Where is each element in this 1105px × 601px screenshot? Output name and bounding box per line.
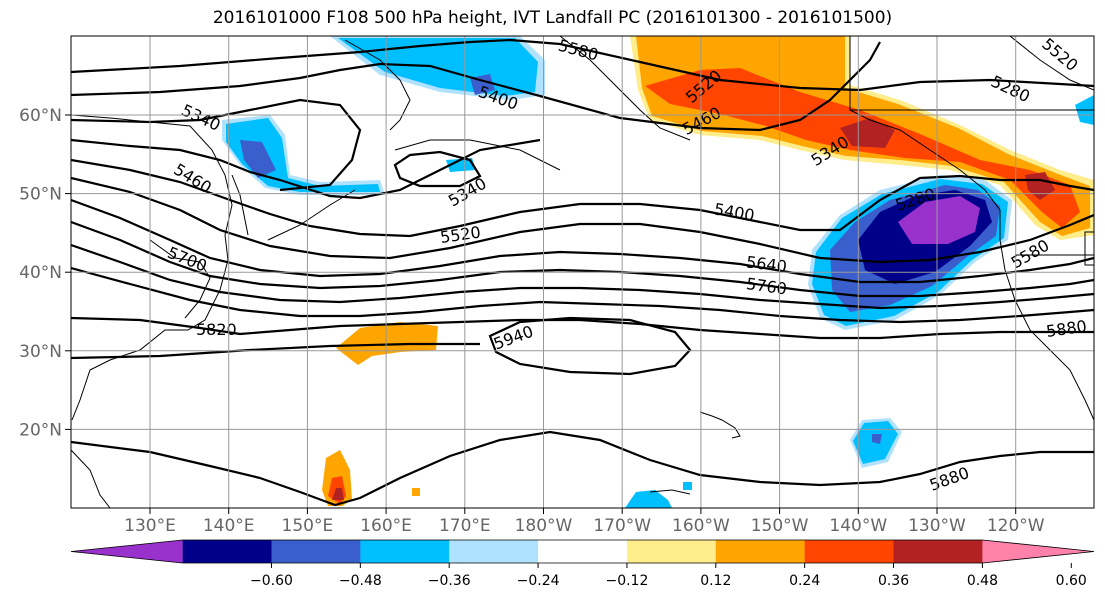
colorbar-tick-label: 0.48 <box>967 573 998 589</box>
colorbar-swatch <box>538 540 628 563</box>
colorbar-swatch <box>715 540 806 563</box>
contour-label: 5340 <box>179 100 224 134</box>
colorbar-tick-label: −0.12 <box>605 573 648 589</box>
lon-tick-label: 170°W <box>593 516 651 536</box>
lat-tick-label: 50°N <box>19 185 62 205</box>
colorbar-tick-label: −0.24 <box>517 573 560 589</box>
lon-tick-label: 120°W <box>987 516 1045 536</box>
colorbar-extend-min <box>71 540 183 563</box>
colorbar-tick-label: −0.48 <box>339 573 382 589</box>
colorbar-tick-label: 0.36 <box>878 573 909 589</box>
lat-tick-label: 40°N <box>19 263 62 283</box>
lon-tick-label: 170°E <box>439 516 491 536</box>
contour-label: 5820 <box>196 320 237 339</box>
lon-tick-label: 160°E <box>360 516 412 536</box>
lat-tick-label: 60°N <box>19 106 62 126</box>
contour-label: 5340 <box>445 174 490 211</box>
colorbar-swatch <box>360 540 450 563</box>
lon-tick-label: 160°W <box>672 516 730 536</box>
graticule <box>71 36 1094 508</box>
colorbar-outline <box>70 539 1095 564</box>
ivt-positive-region <box>412 488 420 496</box>
contour-label: 5640 <box>745 252 788 276</box>
ivt-negative-region <box>683 482 692 490</box>
colorbar-swatch <box>804 540 895 563</box>
colorbar-swatch <box>626 540 717 563</box>
contour-label: 5580 <box>556 36 600 65</box>
contour-label: 5940 <box>491 322 536 354</box>
colorbar-swatch <box>893 540 983 563</box>
contour-label: 5280 <box>988 72 1033 106</box>
longitude-axis: 130°E 140°E 150°E 160°E 170°E 180°W 170°W 160°W… <box>124 508 1045 536</box>
lon-tick-label: 140°W <box>829 516 887 536</box>
colorbar-extend-max <box>982 540 1094 563</box>
colorbar: −0.60 −0.48 −0.36 −0.24 −0.12 0.12 0.24 0.36 0.4… <box>70 539 1095 589</box>
colorbar-tick-label: 0.60 <box>1056 573 1087 589</box>
ivt-positive-region <box>332 488 344 500</box>
contour-label: 5400 <box>713 199 756 225</box>
contour-label: 5520 <box>1038 34 1081 75</box>
colorbar-tick-label: 0.12 <box>700 573 731 589</box>
coastlines <box>71 36 1094 508</box>
contour-label: 5880 <box>927 463 972 495</box>
ivt-negative-region <box>872 434 882 444</box>
colorbar-swatch <box>271 540 361 563</box>
contour-label: 5460 <box>170 160 215 198</box>
lon-tick-label: 180°W <box>515 516 573 536</box>
colorbar-swatch <box>182 540 272 563</box>
colorbar-tick-label: 0.24 <box>789 573 820 589</box>
lat-tick-label: 30°N <box>19 342 62 362</box>
map-title: 2016101000 F108 500 hPa height, IVT Land… <box>212 8 893 28</box>
lon-tick-label: 130°E <box>124 516 176 536</box>
lon-tick-label: 150°E <box>282 516 334 536</box>
ivt-shading <box>222 36 1094 508</box>
lon-tick-label: 140°E <box>203 516 255 536</box>
contour-label: 5880 <box>1045 316 1088 340</box>
lon-tick-label: 150°W <box>751 516 809 536</box>
latitude-axis: 60°N 50°N 40°N 30°N 20°N <box>19 106 71 440</box>
ivt-positive-region <box>645 68 1080 228</box>
ivt-negative-region <box>446 158 476 172</box>
ivt-positive-region <box>840 118 895 148</box>
colorbar-tick-label: −0.36 <box>428 573 471 589</box>
colorbar-tick-label: −0.60 <box>250 573 293 589</box>
lon-tick-label: 130°W <box>908 516 966 536</box>
contour-label: 5760 <box>745 274 788 298</box>
ivt-negative-region <box>240 140 276 178</box>
ivt-negative-region <box>898 196 980 244</box>
lat-tick-label: 20°N <box>19 420 62 440</box>
colorbar-swatch <box>449 540 539 563</box>
ivt-negative-region <box>625 490 672 508</box>
